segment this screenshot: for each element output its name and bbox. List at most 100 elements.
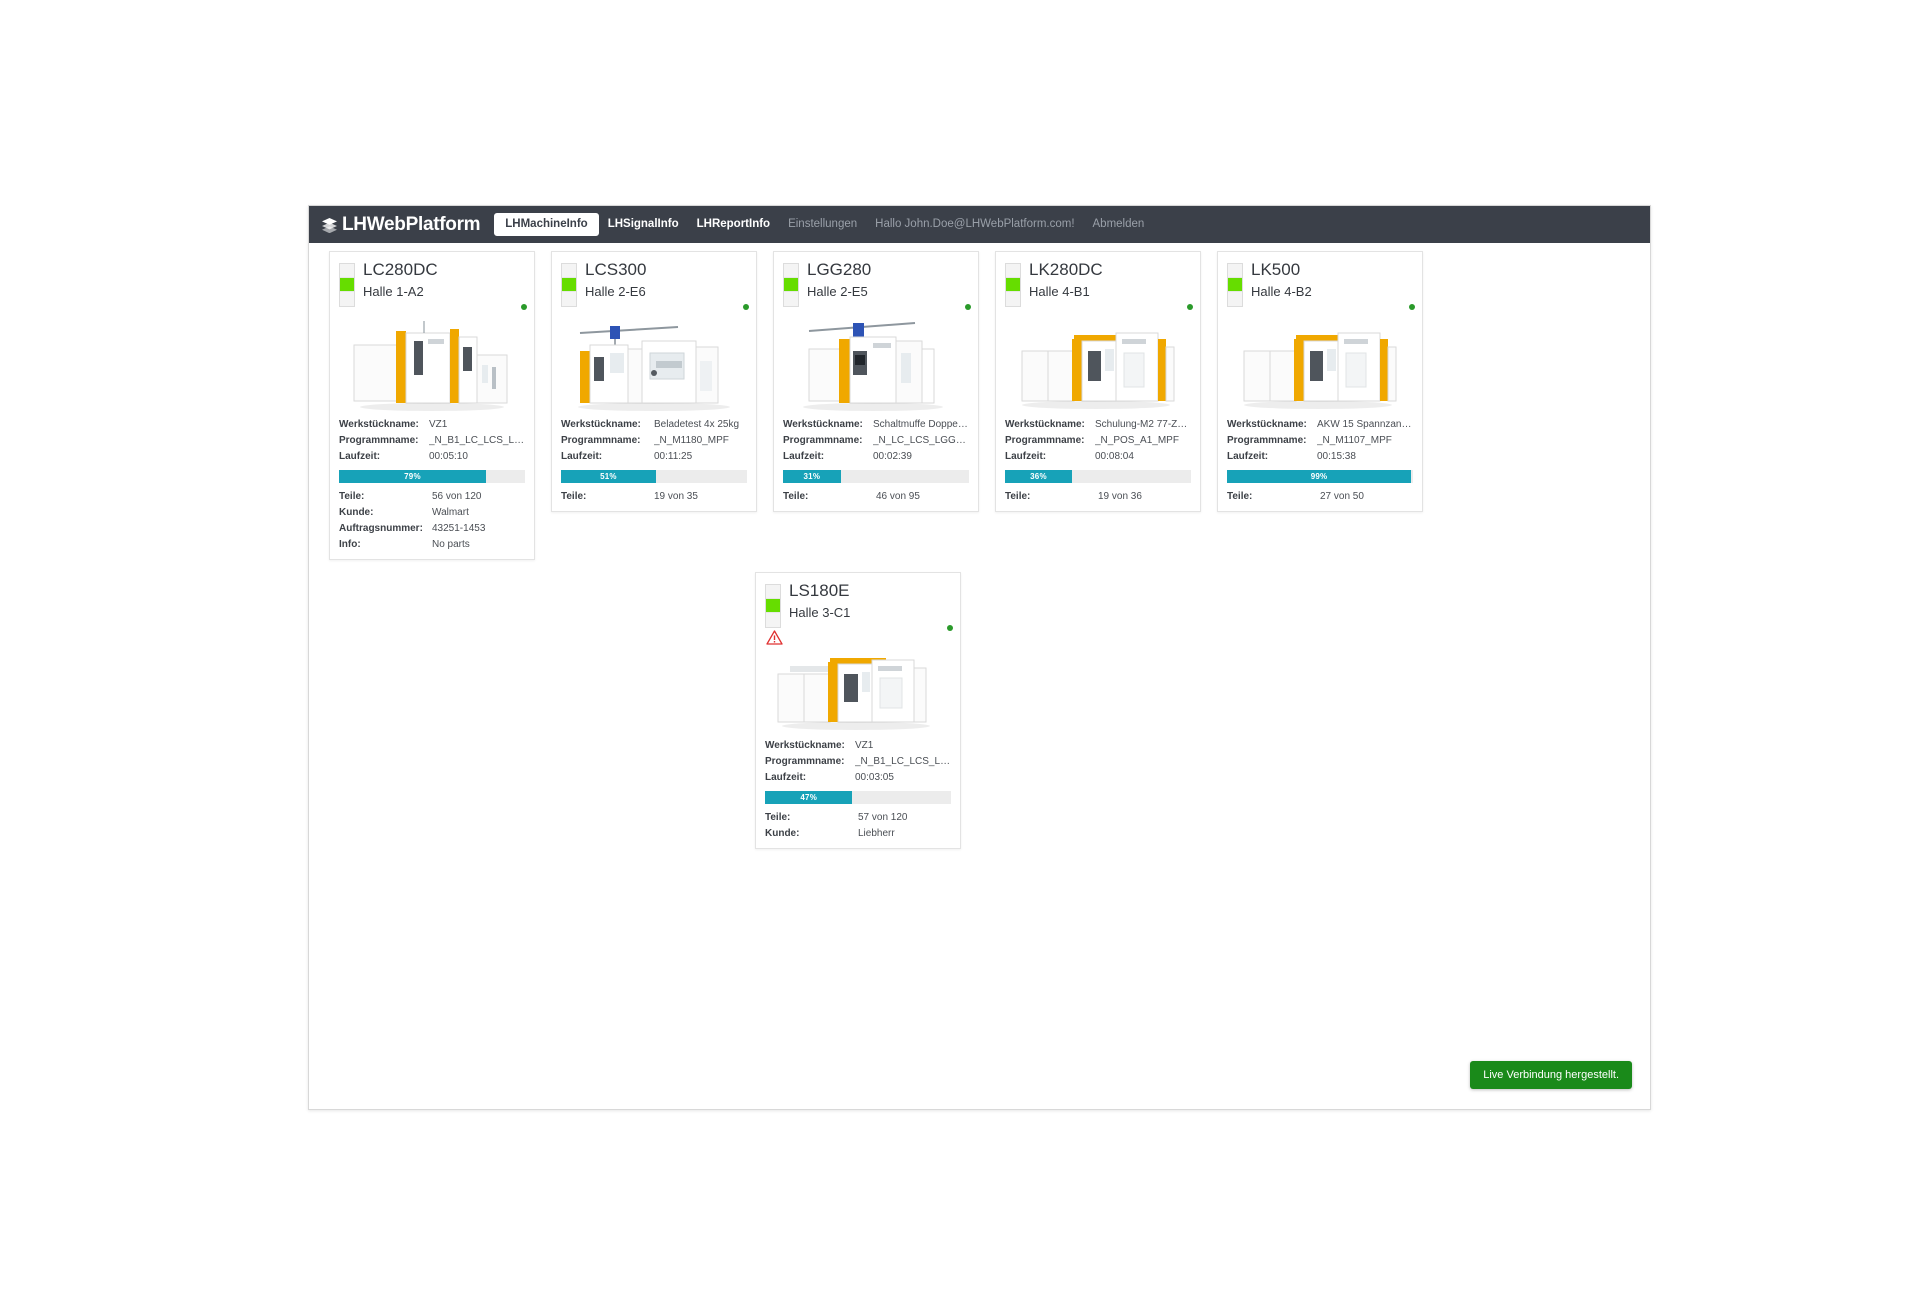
machine-hall: Halle 4-B2 (1251, 284, 1312, 299)
nav-lhmachineinfo[interactable]: LHMachineInfo (494, 212, 599, 237)
machine-card-lc280dc[interactable]: LC280DC Halle 1-A2 Werkstückname: VZ1 Progra… (329, 251, 535, 560)
live-status-dot (1187, 304, 1193, 310)
value-kunde: Liebherr (858, 828, 895, 839)
label-auftragsnummer: Auftragsnummer: (339, 523, 423, 534)
status-cell-bottom (784, 292, 798, 306)
machine-card-lk500[interactable]: LK500 Halle 4-B2 Werkstückname: AKW 15 Span… (1217, 251, 1423, 512)
status-cell-middle (784, 278, 798, 292)
machine-status-indicator (765, 584, 781, 628)
machine-card-lgg280[interactable]: LGG280 Halle 2-E5 Werkstückname: Schaltmuff… (773, 251, 979, 512)
machine-name: LCS300 (585, 260, 647, 279)
nav-lhsignalinfo[interactable]: LHSignalInfo (607, 217, 679, 230)
detail-row: Teile: 27 von 50 (1227, 489, 1413, 505)
warning-triangle-icon[interactable] (766, 630, 783, 645)
label-teile: Teile: (561, 491, 587, 502)
status-cell-middle (340, 278, 354, 292)
machine-card-lcs300[interactable]: LCS300 Halle 2-E6 Werkstückname: Beladetest… (551, 251, 757, 512)
value-teile: 56 von 120 (432, 491, 482, 502)
live-status-dot (965, 304, 971, 310)
value-programmname: _N_M1180_MPF (654, 435, 729, 446)
detail-row: Auftragsnummer: 43251-1453 (339, 521, 525, 537)
value-werkstueckname: VZ1 (429, 419, 448, 430)
machine-name: LGG280 (807, 260, 872, 279)
value-werkstueckname: Beladetest 4x 25kg (654, 419, 740, 430)
status-cell-top (784, 264, 798, 278)
nav-lhreportinfo[interactable]: LHReportInfo (696, 217, 771, 230)
value-programmname: _N_POS_A1_MPF (1095, 435, 1179, 446)
label-laufzeit: Laufzeit: (783, 451, 825, 462)
machine-card-header: LS180E Halle 3-C1 (765, 581, 951, 628)
detail-row: Info: No parts (339, 537, 525, 553)
machine-name: LC280DC (363, 260, 438, 279)
machine-illustration (339, 317, 525, 413)
detail-row: Programmname: _N_M1180_MPF (561, 433, 747, 449)
detail-row: Programmname: _N_B1_LC_LCS_LGG_... (339, 433, 525, 449)
value-programmname: _N_M1107_MPF (1317, 435, 1392, 446)
label-laufzeit: Laufzeit: (339, 451, 381, 462)
detail-row: Werkstückname: AKW 15 Spannzange... (1227, 417, 1413, 433)
machine-card-row-1: LC280DC Halle 1-A2 Werkstückname: VZ1 Progra… (329, 251, 1642, 560)
machine-card-ls180e[interactable]: LS180E Halle 3-C1 Werkstückname: VZ1 Program… (755, 572, 961, 849)
machine-status-indicator (783, 263, 799, 307)
machine-status-indicator (339, 263, 355, 307)
label-werkstueckname: Werkstückname: (783, 419, 863, 430)
progress-fill: 31% (783, 470, 841, 483)
status-cell-top (766, 585, 780, 599)
progress-percent-label: 51% (600, 472, 617, 481)
machine-name: LS180E (789, 581, 850, 600)
nav-einstellungen[interactable]: Einstellungen (788, 217, 858, 230)
progress-fill: 51% (561, 470, 656, 483)
detail-row: Werkstückname: VZ1 (339, 417, 525, 433)
machine-card-header: LGG280 Halle 2-E5 (783, 260, 969, 307)
machine-details-secondary: Teile: 56 von 120 Kunde: Walmart Auftragsnum… (339, 489, 525, 553)
detail-row: Laufzeit: 00:11:25 (561, 449, 747, 465)
value-teile: 19 von 35 (654, 491, 698, 502)
machine-card-header: LK500 Halle 4-B2 (1227, 260, 1413, 307)
value-laufzeit: 00:11:25 (654, 451, 693, 462)
status-cell-top (1006, 264, 1020, 278)
status-cell-middle (1228, 278, 1242, 292)
machine-status-indicator (1005, 263, 1021, 307)
machine-details-secondary: Teile: 57 von 120 Kunde: Liebherr (765, 810, 951, 842)
machine-details: Werkstückname: Schaltmuffe Doppelv... Prog… (783, 417, 969, 465)
machine-card-lk280dc[interactable]: LK280DC Halle 4-B1 Werkstückname: Schulung-… (995, 251, 1201, 512)
value-laufzeit: 00:02:39 (873, 451, 912, 462)
machine-details: Werkstückname: VZ1 Programmname: _N_B1_LC_L… (339, 417, 525, 465)
label-werkstueckname: Werkstückname: (765, 740, 845, 751)
label-laufzeit: Laufzeit: (561, 451, 603, 462)
brand-name: LHWebPlatform (342, 213, 481, 235)
progress-fill: 47% (765, 791, 853, 804)
machine-illustration (783, 317, 969, 413)
brand-logo[interactable]: LHWebPlatform (321, 213, 481, 236)
nav-user-greeting[interactable]: Hallo John.Doe@LHWebPlatform.com! (875, 217, 1075, 230)
detail-row: Teile: 56 von 120 (339, 489, 525, 505)
live-status-dot (521, 304, 527, 310)
value-laufzeit: 00:15:38 (1317, 451, 1356, 462)
label-teile: Teile: (1227, 491, 1253, 502)
status-cell-top (340, 264, 354, 278)
machine-hall: Halle 2-E5 (807, 284, 868, 299)
machine-dashboard: LC280DC Halle 1-A2 Werkstückname: VZ1 Progra… (309, 243, 1650, 1109)
value-werkstueckname: Schulung-M2 77-Z40... (1095, 419, 1191, 430)
label-programmname: Programmname: (1005, 435, 1085, 446)
detail-row: Werkstückname: Beladetest 4x 25kg (561, 417, 747, 433)
value-teile: 46 von 95 (876, 491, 920, 502)
detail-row: Laufzeit: 00:05:10 (339, 449, 525, 465)
machine-details: Werkstückname: VZ1 Programmname: _N_B1_LC_L… (765, 738, 951, 786)
value-teile: 19 von 36 (1098, 491, 1142, 502)
nav-abmelden[interactable]: Abmelden (1092, 217, 1145, 230)
value-werkstueckname: AKW 15 Spannzange... (1317, 419, 1413, 430)
status-cell-middle (562, 278, 576, 292)
detail-row: Teile: 46 von 95 (783, 489, 969, 505)
detail-row: Teile: 19 von 36 (1005, 489, 1191, 505)
detail-row: Laufzeit: 00:15:38 (1227, 449, 1413, 465)
progress-percent-label: 79% (404, 472, 421, 481)
detail-row: Programmname: _N_LC_LCS_LGG_MPF (783, 433, 969, 449)
label-kunde: Kunde: (339, 507, 374, 518)
runtime-progress-bar: 31% (783, 470, 969, 483)
connection-toast: Live Verbindung hergestellt. (1470, 1061, 1632, 1089)
status-cell-bottom (1228, 292, 1242, 306)
label-programmname: Programmname: (765, 756, 845, 767)
top-navbar: LHWebPlatform LHMachineInfo LHSignalInfo… (309, 206, 1650, 243)
machine-status-indicator (1227, 263, 1243, 307)
